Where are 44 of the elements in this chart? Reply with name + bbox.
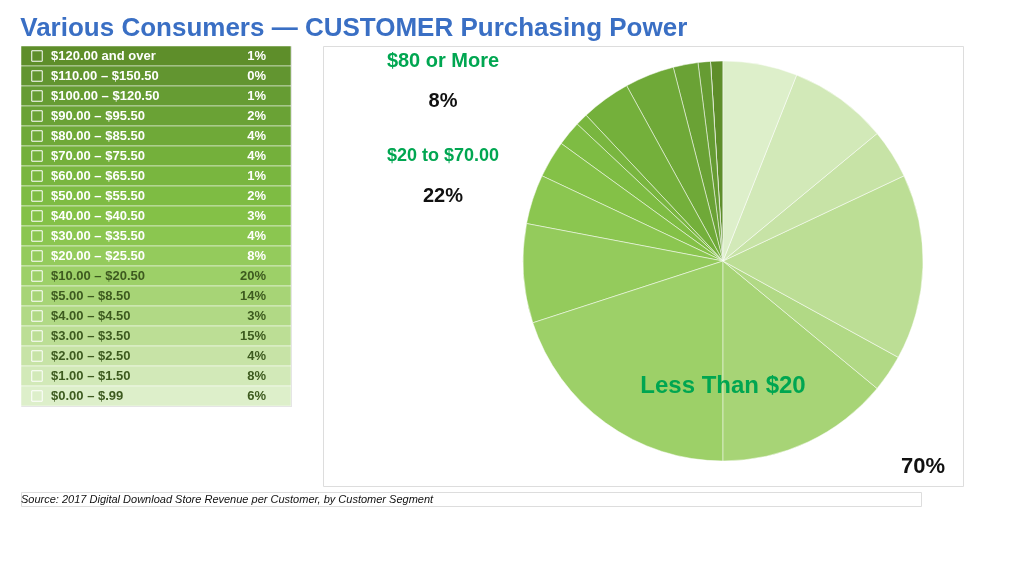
legend-label: $10.00 – $20.50 [51, 268, 145, 283]
data-label: 1% [247, 88, 267, 103]
legend-label: $120.00 and over [51, 48, 156, 63]
data-label: 20% [239, 268, 267, 283]
text: 8% [428, 89, 458, 111]
data-label: 4% [247, 148, 267, 163]
data-label: 3% [247, 208, 267, 223]
chart-title: Various Consumers — CUSTOMER Purchasing Power [20, 12, 688, 43]
text: 0% [247, 68, 266, 83]
legend-label: $1.00 – $1.50 [51, 368, 131, 383]
data-label: 15% [239, 328, 267, 343]
data-label: 8% [247, 248, 267, 263]
legend-label: $60.00 – $65.50 [51, 168, 145, 183]
text: 70% [900, 453, 946, 478]
legend-label: $40.00 – $40.50 [51, 208, 145, 223]
legend-label: $110.00 – $150.50 [51, 68, 159, 83]
legend-label: $2.00 – $2.50 [51, 348, 131, 363]
text: $80 or More [386, 49, 500, 71]
text: $20 to $70.00 [386, 145, 500, 165]
data-label: 4% [247, 228, 267, 243]
text: Less Than $20 [640, 371, 806, 398]
data-label: 14% [239, 288, 267, 303]
data-label: 4% [247, 128, 267, 143]
legend-label: $80.00 – $85.50 [51, 128, 145, 143]
data-label: 6% [247, 388, 267, 403]
data-label: 1% [247, 168, 267, 183]
legend-label: $50.00 – $55.50 [51, 188, 145, 203]
data-label: 1% [247, 48, 267, 63]
legend-label: $30.00 – $35.50 [51, 228, 145, 243]
legend-label: $3.00 – $3.50 [51, 328, 131, 343]
data-label: 3% [247, 308, 267, 323]
text: 22% [422, 184, 464, 206]
legend-label: $5.00 – $8.50 [51, 288, 131, 303]
legend-label: $0.00 – $.99 [51, 388, 124, 403]
data-label: 8% [247, 368, 267, 383]
legend-label: $70.00 – $75.50 [51, 148, 145, 163]
legend-label: $20.00 – $25.50 [51, 248, 145, 263]
legend-label: $100.00 – $120.50 [51, 88, 160, 103]
legend-label: $90.00 – $95.50 [51, 108, 145, 123]
data-label: 2% [247, 188, 267, 203]
source-note: Source: 2017 Digital Download Store Revenue per Customer, by Customer Segment [21, 493, 435, 505]
legend-label: $4.00 – $4.50 [51, 308, 131, 323]
data-label: 4% [247, 348, 267, 363]
data-label: 2% [247, 108, 267, 123]
